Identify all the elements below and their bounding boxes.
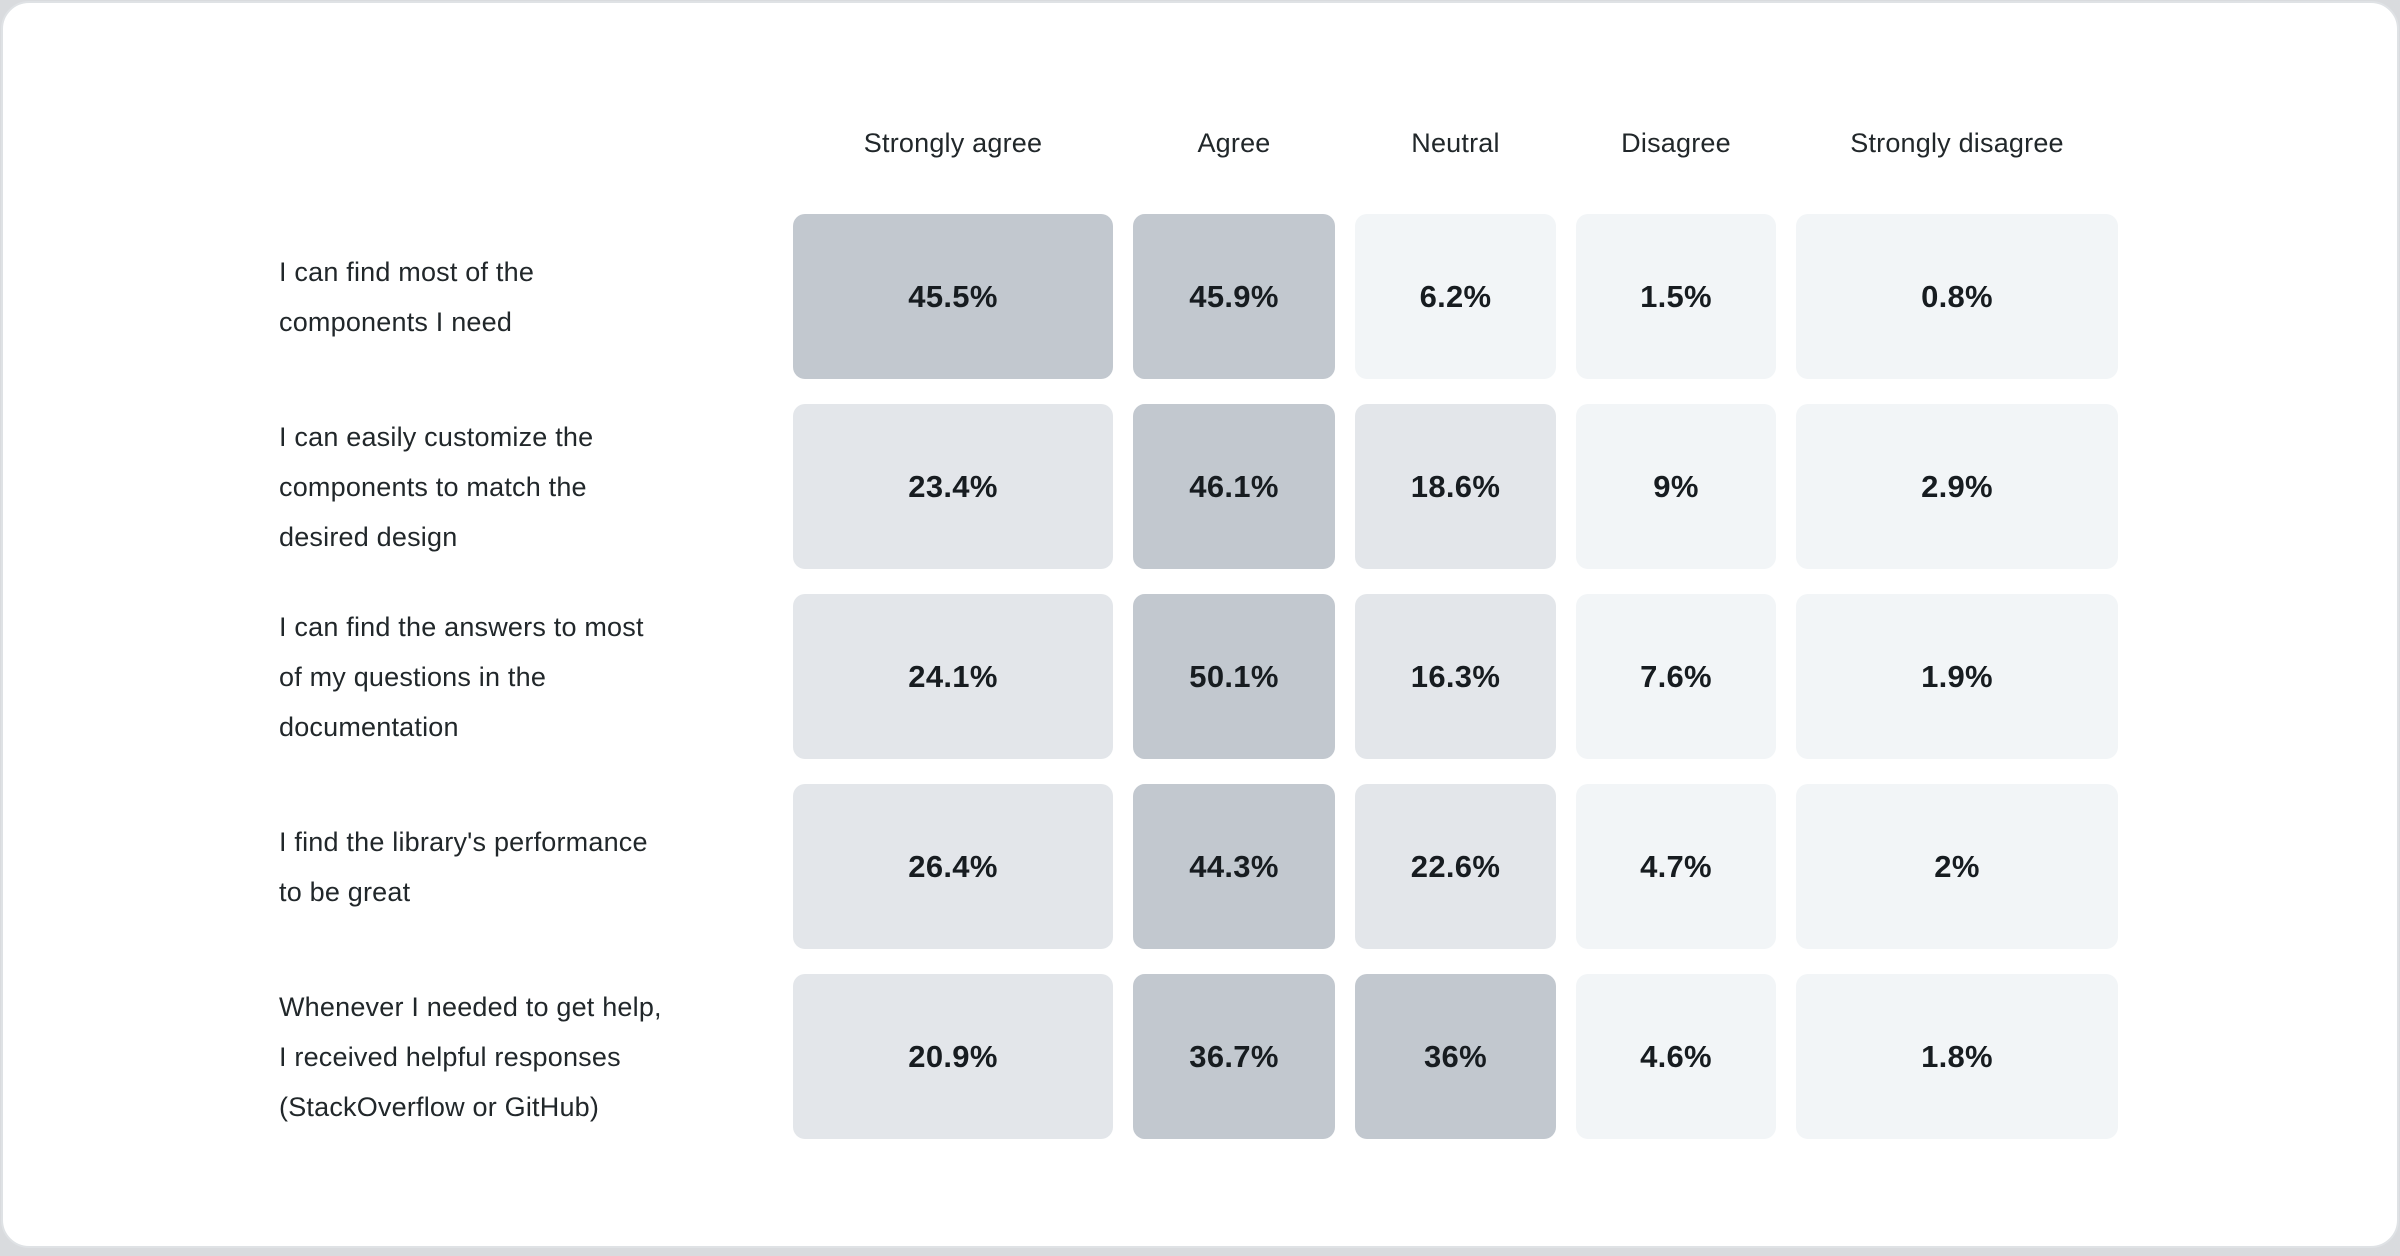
row-label-line: components I need	[279, 306, 513, 337]
heatmap-cell: 44.3%	[1133, 784, 1335, 949]
column-header: Strongly agree	[863, 127, 1043, 158]
row-label: I can find most of the components I need	[279, 214, 773, 379]
row-label: I can easily customize the components to …	[279, 404, 773, 569]
heatmap-cell: 2%	[1796, 784, 2118, 949]
row-label: I can find the answers to most of my ques…	[279, 594, 773, 759]
row-label-line: documentation	[279, 711, 459, 742]
heatmap-cell: 46.1%	[1133, 404, 1335, 569]
heatmap-cell: 20.9%	[793, 974, 1113, 1139]
heatmap-header-row: Strongly agree Agree Neutral Disagree Strong…	[279, 115, 2118, 171]
heatmap-cell: 0.8%	[1796, 214, 2118, 379]
heatmap-cell: 36.7%	[1133, 974, 1335, 1139]
heatmap-cell: 26.4%	[793, 784, 1113, 949]
heatmap-cell: 6.2%	[1355, 214, 1556, 379]
row-label: I find the library's performance to be gr…	[279, 784, 773, 949]
heatmap-cell: 1.9%	[1796, 594, 2118, 759]
column-header: Neutral	[1411, 127, 1500, 158]
row-label: Whenever I needed to get help, I received…	[279, 974, 773, 1139]
heatmap-cell: 50.1%	[1133, 594, 1335, 759]
row-label-line: to be great	[279, 876, 411, 907]
row-label-line: I can find most of the	[279, 256, 535, 287]
row-label-line: Whenever I needed to get help,	[279, 991, 662, 1022]
row-label-line: I can easily customize the	[279, 421, 594, 452]
heatmap-cell: 4.6%	[1576, 974, 1776, 1139]
heatmap-cell: 24.1%	[793, 594, 1113, 759]
row-label-line: of my questions in the	[279, 661, 547, 692]
heatmap-cell: 45.5%	[793, 214, 1113, 379]
heatmap-cell: 1.5%	[1576, 214, 1776, 379]
heatmap-cell: 23.4%	[793, 404, 1113, 569]
heatmap-cell: 4.7%	[1576, 784, 1776, 949]
heatmap-cell: 1.8%	[1796, 974, 2118, 1139]
row-label-line: desired design	[279, 521, 458, 552]
heatmap-cell: 2.9%	[1796, 404, 2118, 569]
column-header: Agree	[1197, 127, 1271, 158]
heatmap-cell: 16.3%	[1355, 594, 1556, 759]
column-header: Disagree	[1621, 127, 1731, 158]
row-label-line: I received helpful responses	[279, 1041, 621, 1072]
row-label-line: (StackOverflow or GitHub)	[279, 1091, 600, 1122]
row-label-line: I find the library's performance	[279, 826, 648, 857]
column-header: Strongly disagree	[1850, 127, 2064, 158]
row-label-line: components to match the	[279, 471, 587, 502]
heatmap-cell: 18.6%	[1355, 404, 1556, 569]
heatmap-cell: 45.9%	[1133, 214, 1335, 379]
heatmap-cell: 7.6%	[1576, 594, 1776, 759]
row-label-line: I can find the answers to most	[279, 611, 644, 642]
header-corner-spacer	[279, 115, 773, 171]
heatmap-cell: 22.6%	[1355, 784, 1556, 949]
heatmap-grid: I can find most of the components I need 4…	[279, 214, 2118, 1139]
heatmap-cell: 36%	[1355, 974, 1556, 1139]
heatmap-cell: 9%	[1576, 404, 1776, 569]
